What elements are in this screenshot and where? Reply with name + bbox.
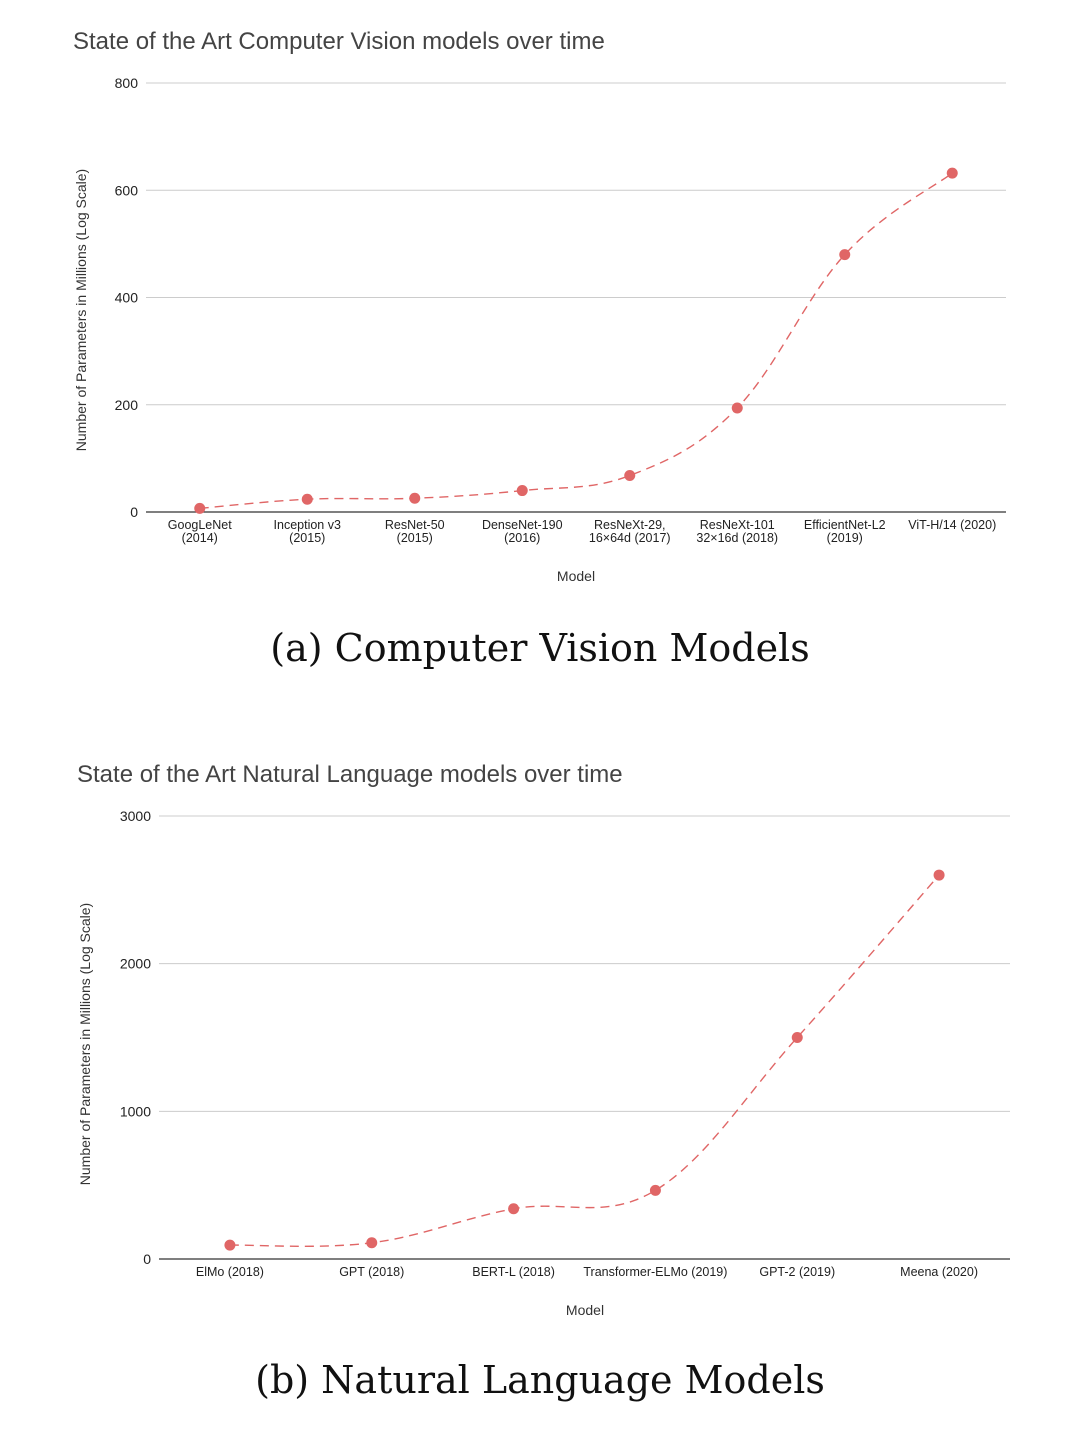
nl-y-tick-label: 3000 (120, 808, 151, 824)
nl-y-tick-label: 0 (143, 1251, 151, 1267)
nl-figure-caption: (b) Natural Language Models (255, 1358, 825, 1402)
cv-data-point (839, 249, 851, 261)
nl-chart-title: State of the Art Natural Language models… (77, 761, 623, 788)
nl-x-tick-label: ElMo (2018) (196, 1265, 264, 1279)
nl-data-point (366, 1237, 378, 1249)
nl-series-line (229, 874, 940, 1247)
cv-x-tick-label: GoogLeNet (2014) (168, 518, 232, 545)
cv-y-tick-label: 600 (115, 182, 139, 198)
cv-data-point (516, 485, 528, 497)
cv-series-line (199, 172, 953, 510)
cv-data-point (946, 167, 958, 179)
nl-y-axis-title: Number of Parameters in Millions (Log Sc… (77, 903, 93, 1185)
nl-y-tick-label: 2000 (120, 956, 151, 972)
cv-x-tick-label: EfficientNet-L2 (2019) (804, 518, 886, 545)
nl-y-tick-label: 1000 (120, 1103, 151, 1119)
cv-x-tick-label: ViT-H/14 (2020) (908, 518, 996, 532)
nl-data-point (508, 1203, 520, 1215)
nl-data-point (791, 1032, 803, 1043)
nl-data-point (224, 1239, 236, 1251)
cv-data-point (301, 493, 313, 505)
cv-chart-title: State of the Art Computer Vision models … (73, 28, 605, 55)
nl-x-axis-title: Model (566, 1302, 604, 1318)
cv-x-tick-label: Inception v3 (2015) (274, 518, 341, 545)
nl-x-tick-label: GPT (2018) (339, 1265, 404, 1279)
cv-y-axis-title: Number of Parameters in Millions (Log Sc… (73, 169, 89, 451)
cv-y-tick-label: 400 (115, 290, 139, 306)
nl-x-tick-label: BERT-L (2018) (472, 1265, 555, 1279)
cv-y-tick-label: 200 (115, 397, 139, 413)
cv-y-tick-label: 0 (130, 504, 138, 520)
cv-chart: State of the Art Computer Vision models … (73, 28, 1006, 584)
nl-data-point (649, 1184, 661, 1196)
cv-x-tick-label: ResNeXt-29, 16×64d (2017) (589, 518, 671, 545)
cv-data-point (194, 502, 206, 514)
nl-plot-area: 0 1000 2000 3000 ElMo (2018) GPT (2018) BERT-L… (120, 808, 1010, 1279)
nl-data-point (933, 869, 945, 881)
cv-x-tick-label: ResNet-50 (2015) (385, 518, 445, 545)
nl-x-tick-label: GPT-2 (2019) (759, 1265, 835, 1279)
cv-plot-area: 0 200 400 600 800 GoogLeNet (2014) Inception v3… (115, 75, 1006, 545)
cv-data-point (409, 492, 421, 504)
cv-data-point (624, 470, 636, 482)
nl-x-tick-label: Meena (2020) (900, 1265, 978, 1279)
nl-chart: State of the Art Natural Language models… (77, 761, 1010, 1318)
cv-x-tick-label: DenseNet-190 (2016) (482, 518, 563, 545)
cv-x-tick-label: ResNeXt-101 32×16d (2018) (696, 518, 778, 545)
nl-x-tick-label: Transformer-ELMo (2019) (583, 1265, 727, 1279)
cv-x-axis-title: Model (557, 568, 595, 584)
cv-figure-caption: (a) Computer Vision Models (270, 626, 810, 670)
cv-data-point (731, 402, 743, 414)
cv-y-tick-label: 800 (115, 75, 139, 91)
